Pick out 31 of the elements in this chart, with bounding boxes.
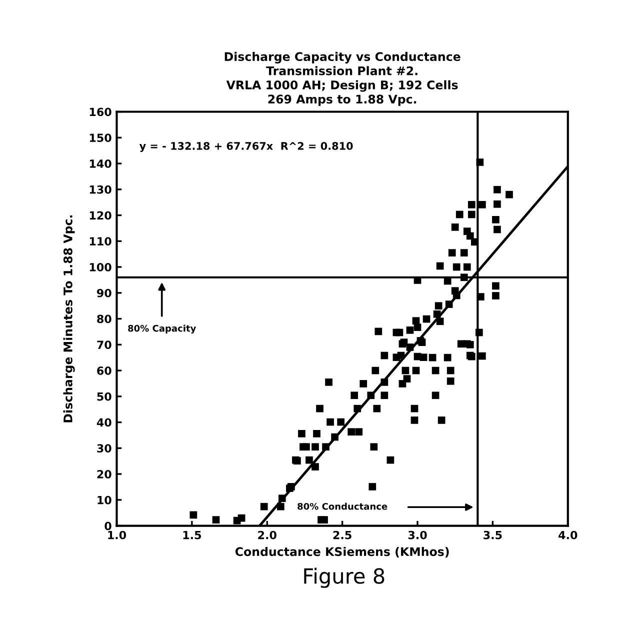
y-tick-label: 100 [90, 262, 112, 272]
y-tick-label: 140 [90, 159, 112, 168]
y-tick-label: 30 [97, 444, 112, 453]
x-tick-label: 1.5 [183, 530, 201, 540]
y-axis-title: Discharge Minutes To 1.88 Vpc. [63, 215, 75, 422]
annotation: 80% Capacity [128, 324, 196, 334]
y-tick-label: 120 [90, 211, 112, 220]
y-tick-label: 20 [97, 470, 112, 478]
y-tick-label: 160 [90, 108, 112, 116]
annotation: y = - 132.18 + 67.767x R^2 = 0.810 [139, 142, 353, 152]
x-tick-label: 2.5 [333, 530, 352, 540]
y-tick-label: 50 [97, 392, 112, 401]
y-tick-label: 110 [90, 237, 112, 246]
caption: Figure 8 [304, 568, 384, 588]
x-tick-label: 1.0 [108, 530, 126, 540]
y-tick-label: 90 [96, 288, 112, 298]
x-tick-label: 4.0 [558, 530, 578, 540]
x-tick-label: 3.5 [484, 530, 502, 540]
x-axis-title: Conductance KSiemens (KMhos) [235, 546, 449, 558]
annotation: 80% Conductance [298, 502, 388, 510]
y-tick-label: 60 [97, 366, 112, 375]
y-tick-label: 70 [97, 340, 112, 350]
chart-title: Discharge Capacity vs Conductance Transmission Plant #2. VRLA 1000 AH; Design B; 192 Cells 269 Amps to 1.88 Vpc. [224, 52, 460, 106]
y-tick-label: 40 [96, 418, 112, 427]
x-tick-label: 2.0 [258, 530, 276, 540]
x-tick-label: 3.0 [408, 530, 427, 540]
y-tick-label: 10 [98, 496, 112, 504]
y-tick-label: 130 [90, 185, 112, 194]
y-tick-label: 0 [104, 522, 112, 530]
y-tick-label: 150 [90, 134, 112, 142]
y-tick-label: 80 [97, 314, 112, 324]
